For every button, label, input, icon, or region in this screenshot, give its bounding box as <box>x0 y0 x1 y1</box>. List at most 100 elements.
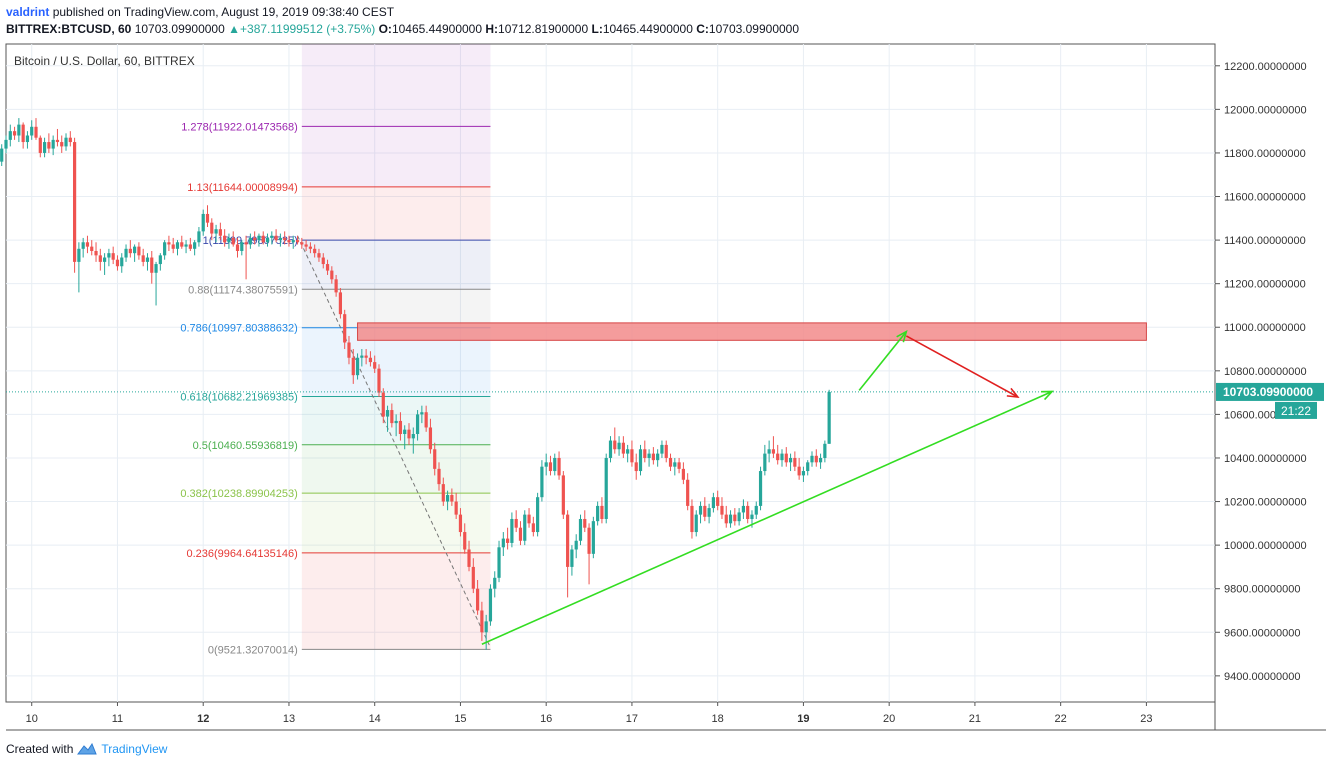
symbol-label: BITTREX:BTCUSD, 60 <box>6 22 132 36</box>
y-tick-label: 10000.00000000 <box>1224 540 1307 552</box>
candle-body <box>373 362 377 369</box>
candle-body <box>364 355 368 358</box>
candle-body <box>325 264 330 271</box>
candle-body <box>591 521 595 554</box>
candle-body <box>818 457 823 463</box>
candle-body <box>253 237 257 241</box>
candle-body <box>634 462 638 472</box>
candle-body <box>308 246 312 249</box>
candle-body <box>321 257 325 265</box>
candle-body <box>158 255 162 265</box>
candle-body <box>651 453 655 461</box>
candle-body <box>377 368 381 393</box>
price-change: +387.11999512 (+3.75%) <box>240 22 376 36</box>
close-label: C: <box>696 22 709 36</box>
candle-body <box>480 610 484 633</box>
candle-body <box>583 518 587 528</box>
last-price: 10703.09900000 <box>134 22 225 36</box>
candle-body <box>587 527 591 554</box>
support-trend-arrow-shaft <box>481 390 1053 645</box>
tradingview-brand[interactable]: TradingView <box>101 742 168 756</box>
candle-body <box>94 250 98 256</box>
candle-body <box>394 420 398 424</box>
candle-body <box>231 237 235 245</box>
candle-body <box>741 505 746 513</box>
candle-body <box>488 588 493 622</box>
candle-body <box>300 242 304 245</box>
candle-body <box>283 237 287 241</box>
candle-body <box>107 253 111 258</box>
candle-body <box>823 443 827 458</box>
candle-body <box>38 137 42 153</box>
candle-body <box>698 505 703 515</box>
candle-body <box>270 235 274 238</box>
candle-body <box>544 462 548 467</box>
candle-body <box>758 471 763 506</box>
candle-body <box>154 264 158 273</box>
candle-body <box>47 142 51 149</box>
candle-body <box>227 237 231 243</box>
fib-zone <box>301 493 491 553</box>
candle-body <box>201 213 205 232</box>
x-tick-label: 23 <box>1140 713 1152 725</box>
candle-body <box>433 449 437 469</box>
candle-body <box>570 549 574 567</box>
candle-body <box>561 475 565 515</box>
candle-body <box>746 505 750 519</box>
candle-body <box>484 621 488 633</box>
candle-body <box>261 235 265 243</box>
candle-body <box>248 237 252 245</box>
candle-body <box>514 518 518 528</box>
candle-body <box>621 442 625 454</box>
candle-body <box>458 514 463 533</box>
y-tick-label: 10200.00000000 <box>1224 497 1307 509</box>
fib-level-label: 0.786(10997.80388632) <box>180 323 297 335</box>
fib-zone <box>301 240 491 290</box>
candle-body <box>184 244 188 247</box>
fib-level-label: 1.278(11922.01473568) <box>181 121 298 133</box>
candle-body <box>596 505 600 522</box>
candle-body <box>295 240 300 243</box>
y-tick-label: 12200.00000000 <box>1224 61 1307 73</box>
candle-body <box>814 455 818 463</box>
close-value: 10703.09900000 <box>708 22 800 36</box>
open-value: 10465.44900000 <box>391 22 483 36</box>
candle-body <box>403 429 407 435</box>
candle-body <box>754 505 758 515</box>
x-tick-label: 21 <box>969 713 981 725</box>
candle-body <box>240 242 244 251</box>
ohlc-bar: BITTREX:BTCUSD, 60 10703.09900000 ▲+387.… <box>6 22 799 36</box>
candle-body <box>317 253 321 258</box>
candle-body <box>0 148 4 162</box>
candle-body <box>411 434 415 439</box>
candle-body <box>506 538 510 543</box>
candle-body <box>510 518 514 543</box>
x-tick-label: 14 <box>369 713 381 725</box>
candle-body <box>265 237 270 243</box>
candle-body <box>454 501 458 515</box>
countdown-label: 21:22 <box>1281 404 1311 418</box>
candle-body <box>257 235 261 241</box>
x-tick-label: 13 <box>283 713 295 725</box>
up-triangle-icon: ▲ <box>228 22 241 36</box>
x-tick-label: 16 <box>540 713 552 725</box>
projection-down-arrow-head <box>1006 387 1020 398</box>
candle-body <box>223 235 227 243</box>
candle-body <box>287 240 291 243</box>
fib-zone <box>301 289 491 328</box>
author-name[interactable]: valdrint <box>6 5 50 19</box>
candle-body <box>707 508 711 517</box>
fib-zone <box>301 552 491 650</box>
candle-body <box>205 213 210 223</box>
x-tick-label: 17 <box>626 713 638 725</box>
candle-body <box>274 235 278 241</box>
candle-body <box>133 246 137 254</box>
low-value: 10465.44900000 <box>602 22 693 36</box>
fib-zone <box>301 126 491 187</box>
candle-body <box>398 420 403 435</box>
candle-body <box>244 242 248 245</box>
candle-body <box>686 479 690 506</box>
y-tick-label: 10800.00000000 <box>1224 366 1307 378</box>
candle-body <box>124 248 128 258</box>
